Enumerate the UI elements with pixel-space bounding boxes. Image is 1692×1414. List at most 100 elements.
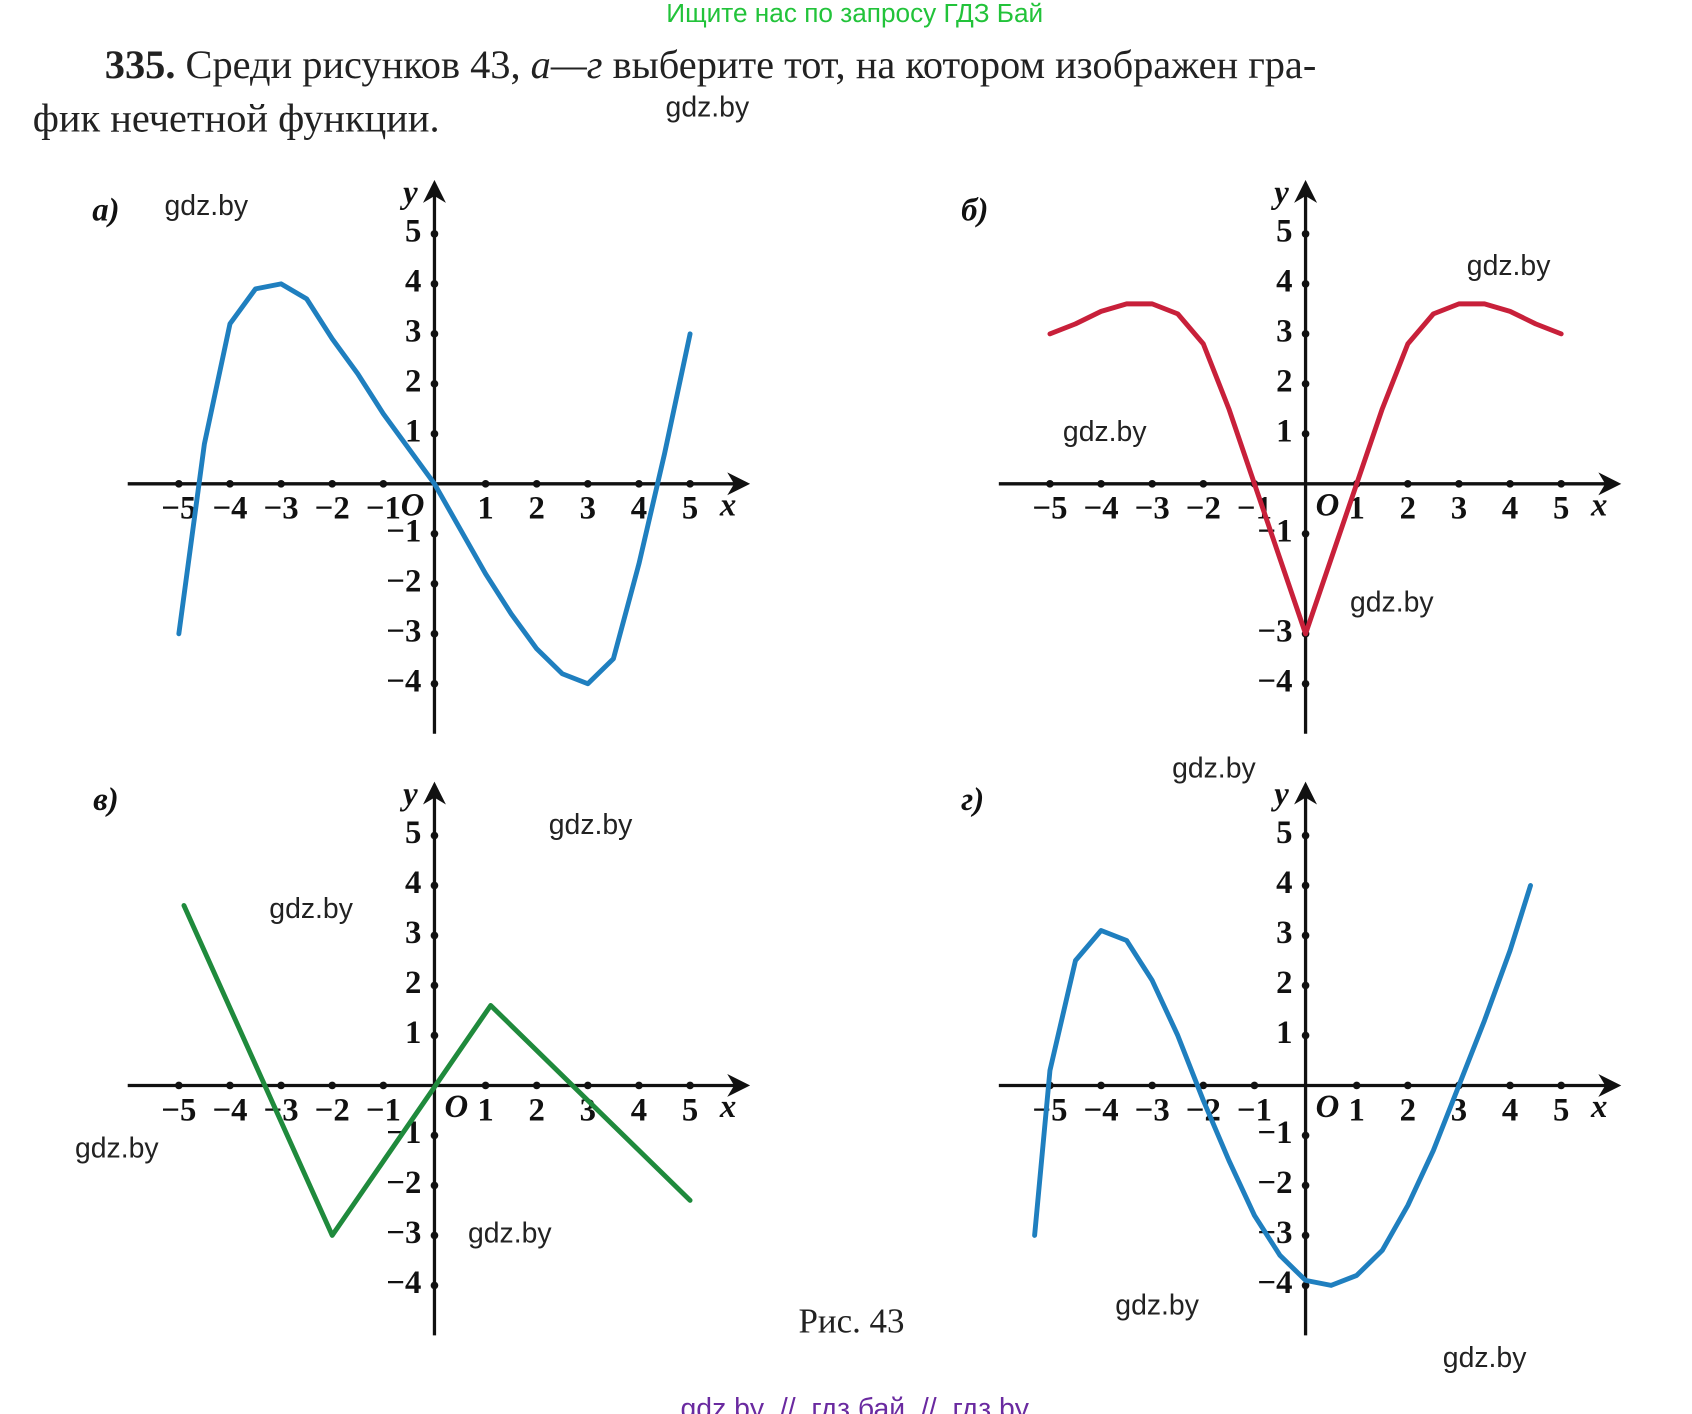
x-axis-label: x [1590,487,1607,523]
x-tick-mark [1403,479,1412,488]
x-tick-mark [1250,1081,1259,1090]
origin-label: O [1316,1089,1340,1125]
y-tick-label: −1 [1257,1115,1292,1151]
y-axis-label: y [399,777,418,813]
y-tick-label: −3 [1257,613,1292,649]
panel-label: в) [93,782,119,818]
y-tick-label: 2 [405,965,421,1001]
y-tick-label: 5 [1276,815,1292,851]
x-tick-mark [175,1081,183,1090]
watermark: gdz.by [468,1217,552,1249]
y-tick-label: 2 [1276,965,1292,1001]
y-tick-mark [1301,1031,1310,1040]
x-tick-label: 4 [1502,1092,1518,1128]
y-tick-mark [430,330,439,338]
y-tick-mark [430,629,439,638]
y-tick-mark [1301,230,1310,238]
x-tick-label: −2 [1186,491,1221,527]
y-tick-mark [430,1181,439,1190]
y-tick-label: −4 [1257,663,1292,699]
x-tick-label: −1 [366,491,401,527]
y-tick-label: 1 [405,1015,421,1051]
watermarks: gdz.by gdz.by gdz.by gdz.by gdz.by gdz.by gdz.… [75,92,1551,1374]
y-tick-label: 2 [1276,363,1292,399]
y-tick-mark [1301,981,1310,990]
y-tick-label: 3 [1276,915,1292,951]
x-tick-label: 5 [1553,1092,1569,1128]
y-tick-mark [1301,1281,1310,1290]
y-tick-mark [1301,931,1310,940]
y-tick-label: −1 [386,513,421,549]
panel-label: а) [92,192,119,228]
watermark: gdz.by [165,190,249,222]
x-tick-label: 3 [580,491,596,527]
y-tick-mark [1301,280,1310,288]
x-tick-mark [1199,479,1208,488]
watermark: gdz.by [1443,1342,1527,1374]
x-tick-mark [1148,1081,1157,1090]
panel-label: г) [961,782,984,818]
x-tick-label: −5 [161,491,196,527]
figure-caption: Рис. 43 [798,1301,904,1340]
x-tick-mark [277,479,285,488]
y-tick-label: 3 [405,313,421,349]
x-tick-mark [277,1081,285,1090]
watermark: gdz.by [269,893,353,925]
curve [181,903,693,1238]
y-tick-mark [430,579,439,588]
x-tick-mark [1557,1081,1566,1090]
watermark: gdz.by [75,1132,159,1164]
curve [1047,301,1564,637]
watermark: gdz.by [666,92,750,124]
x-tick-mark [1097,479,1105,488]
y-tick-mark [430,931,439,940]
watermark: gdz.by [1115,1289,1199,1321]
y-tick-mark [430,529,439,538]
problem-text: выберите тот, на котором изображен гра- [603,42,1317,87]
x-tick-mark [379,479,388,488]
x-tick-label: 2 [529,491,545,527]
problem-letters: а—г [531,42,603,87]
x-tick-mark [1352,1081,1361,1090]
x-tick-mark [328,479,337,488]
x-tick-label: 2 [1400,1092,1416,1128]
x-tick-label: 1 [1349,1092,1365,1128]
y-tick-mark [430,430,439,438]
y-tick-label: −2 [1257,1165,1292,1201]
y-axis-label: y [1270,777,1289,813]
charts: а)xyO−5 −4 −3 −2 −1 1 2 3 4 554321−1−2−3−4б)xyO−5… [92,175,1622,1336]
x-tick-label: −3 [1135,491,1170,527]
x-tick-label: −5 [161,1092,196,1128]
footer: gdz by // гдз бай // гдз by [681,1393,1030,1414]
x-tick-label: −3 [264,491,299,527]
x-tick-label: −1 [366,1092,401,1128]
search-hint: Ищите нас по запросу ГДЗ Бай [666,0,1043,28]
x-tick-mark [1403,1081,1412,1090]
y-tick-mark [1301,1231,1310,1240]
x-tick-mark [175,479,183,488]
x-tick-label: 5 [1553,491,1569,527]
y-tick-mark [430,679,439,688]
x-tick-mark [1199,1081,1208,1090]
y-tick-mark [1301,679,1310,688]
y-tick-label: −3 [386,613,421,649]
y-tick-mark [1301,1181,1310,1190]
watermark: gdz.by [1172,752,1256,784]
problem-text: Среди рисунков 43, [175,42,530,87]
y-tick-mark [430,230,439,238]
x-axis-label: x [719,487,736,523]
x-tick-mark [379,1081,388,1090]
y-tick-mark [1301,380,1310,388]
y-tick-label: 5 [405,213,421,249]
watermark: gdz.by [1350,586,1434,618]
y-tick-mark [1301,831,1310,840]
y-tick-mark [430,1031,439,1040]
y-tick-label: 4 [405,865,421,901]
x-tick-mark [226,1081,234,1090]
x-tick-label: 4 [1502,491,1518,527]
x-tick-mark [481,479,490,488]
